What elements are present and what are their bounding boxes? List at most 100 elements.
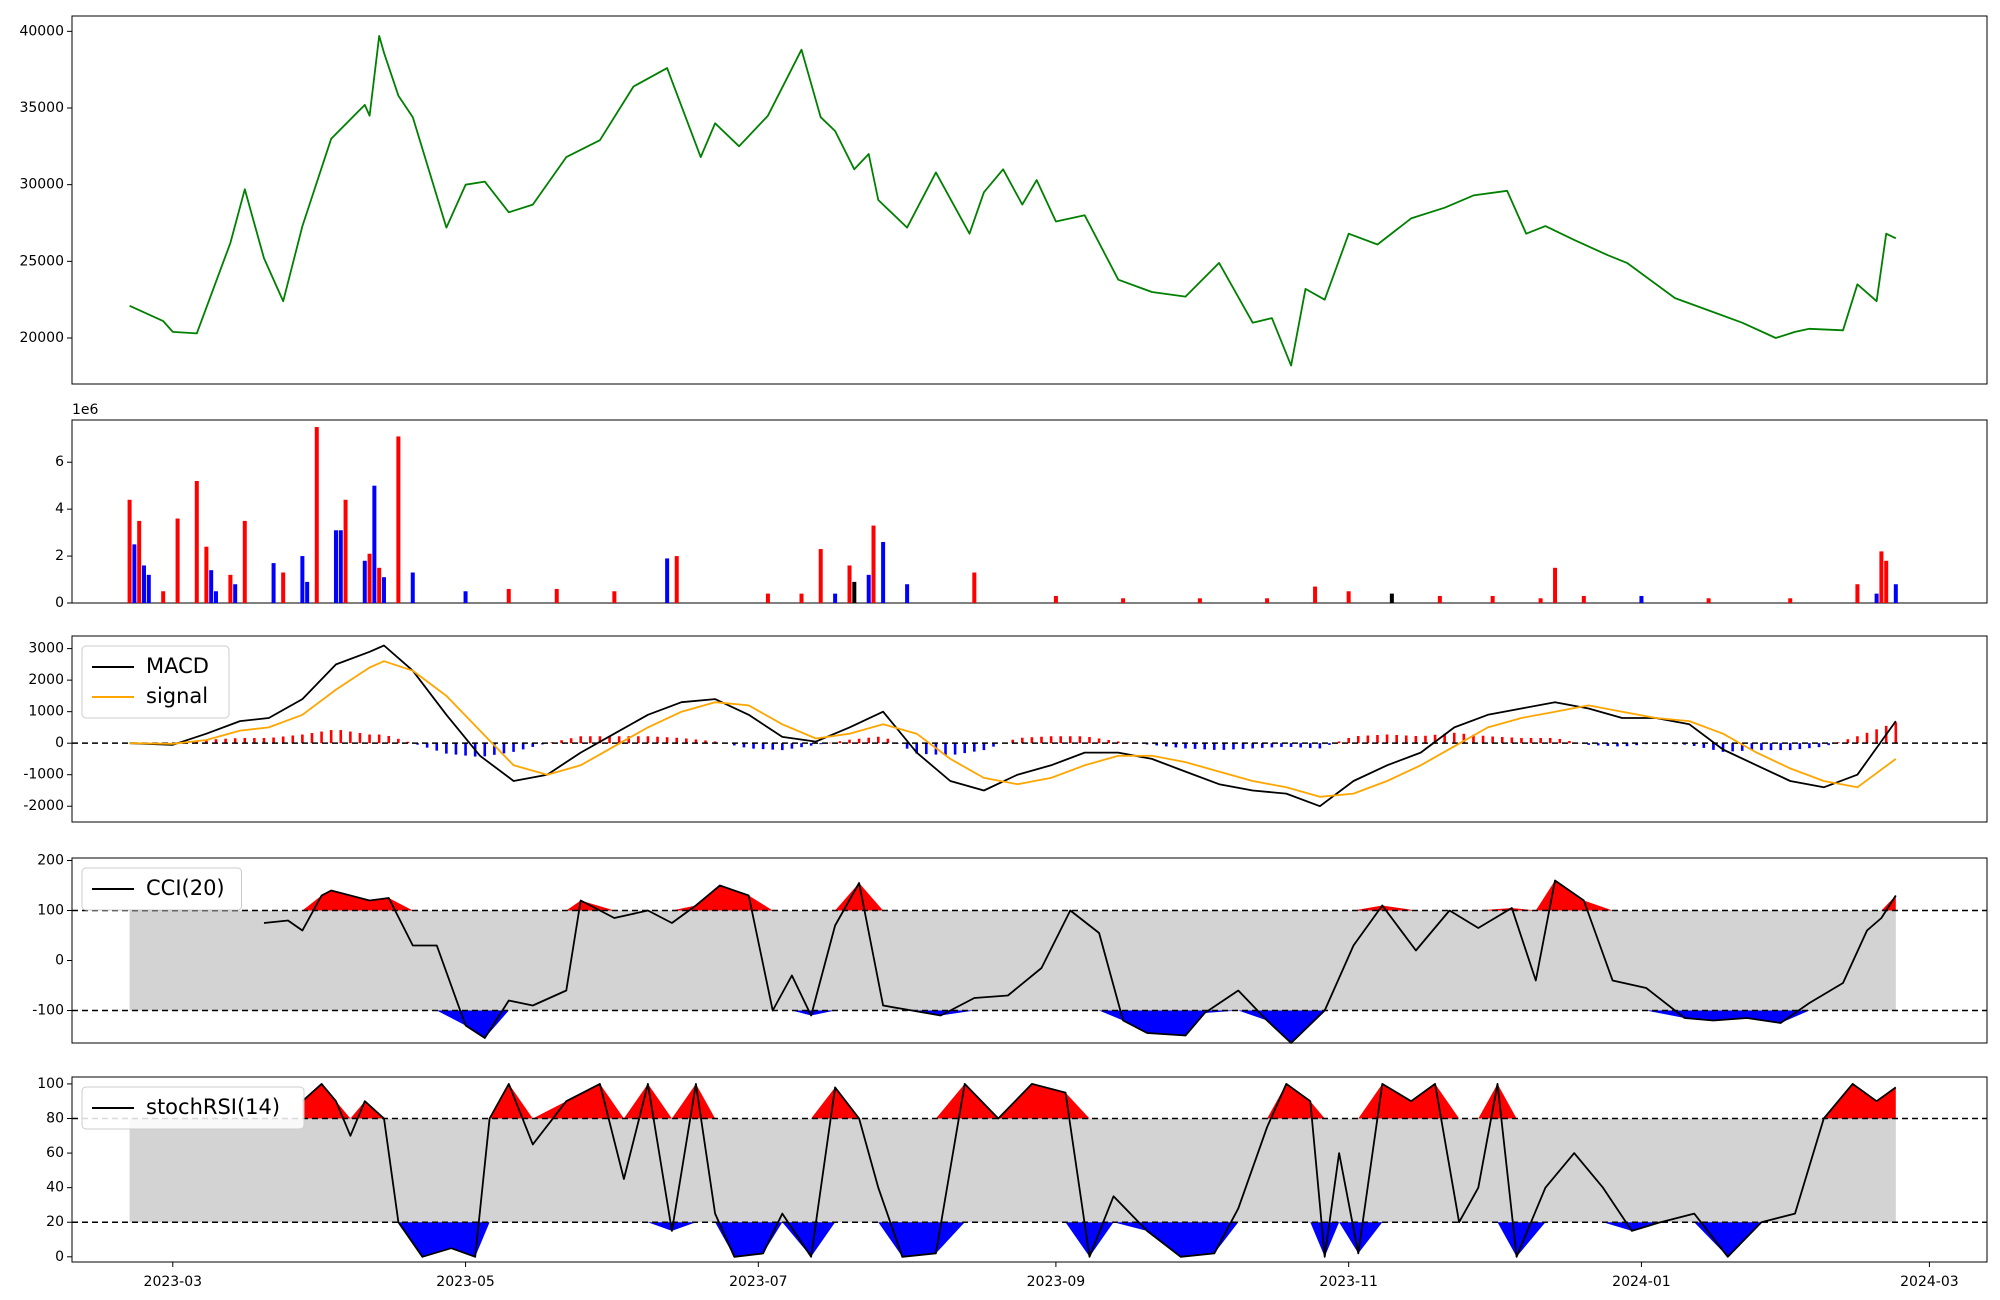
volume-bar [1121, 598, 1126, 603]
macd-histogram-bar [531, 743, 535, 747]
macd-histogram-bar [1836, 742, 1840, 744]
volume-bar [833, 593, 838, 603]
macd-histogram-bar [1740, 743, 1744, 751]
macd-histogram-bar [397, 738, 400, 744]
macd-histogram-bar [1712, 743, 1715, 750]
volume-bar [1538, 598, 1543, 603]
macd-histogram-bar [454, 743, 458, 755]
macd-histogram-bar [1635, 743, 1638, 746]
volume-bar [204, 546, 209, 603]
macd-histogram-bar [243, 737, 247, 744]
macd-histogram-bar [1702, 743, 1706, 748]
y-tick-label: 80 [46, 1110, 64, 1126]
stochrsi-panel-frame [71, 1076, 1988, 1263]
y-tick-label: 20 [46, 1214, 64, 1230]
x-tick-label: 2023-11 [1319, 1274, 1378, 1290]
macd-histogram-bar [1356, 736, 1360, 744]
macd-histogram-bar [1289, 743, 1293, 747]
macd-histogram-bar [848, 739, 851, 744]
volume-bar [362, 560, 367, 603]
y-tick-label: -1000 [23, 767, 64, 783]
legend-box [81, 645, 230, 719]
macd-histogram-bar [713, 741, 717, 744]
volume-bar [1855, 584, 1860, 603]
volume-bar [410, 572, 415, 603]
x-tick-label: 2023-05 [436, 1274, 495, 1290]
macd-histogram-bar [1088, 736, 1091, 744]
macd-histogram-bar [1481, 735, 1485, 744]
volume-bar [161, 591, 166, 603]
y-tick-label: 60 [46, 1145, 64, 1161]
macd-histogram-bar [1731, 743, 1734, 752]
macd-histogram-bar [1270, 743, 1274, 748]
stochrsi-band [129, 1118, 1896, 1223]
volume-bar [852, 581, 857, 603]
volume-bar [1639, 595, 1644, 603]
macd-histogram-bar [521, 743, 525, 750]
macd-histogram-bar [944, 743, 947, 756]
macd-histogram-bar [1798, 743, 1802, 750]
volume-bar [146, 574, 151, 603]
y-tick-label: 40 [46, 1180, 64, 1196]
volume-bar [194, 481, 199, 603]
macd-histogram-bar [1808, 743, 1811, 749]
macd-histogram-bar [1539, 737, 1542, 744]
macd-histogram-bar [675, 737, 679, 744]
y-tick-label: 0 [55, 595, 64, 611]
legend-box [81, 867, 242, 911]
macd-histogram-bar [685, 738, 688, 744]
macd-histogram-bar [512, 743, 515, 752]
macd-histogram-bar [445, 743, 448, 754]
macd-histogram-bar [1865, 732, 1869, 744]
y-tick-label: 100 [37, 1076, 64, 1092]
volume-bar [506, 588, 511, 603]
macd-histogram-bar [1500, 736, 1504, 744]
stochrsi-overbought-fill [302, 1083, 1896, 1119]
macd-histogram-bar [195, 740, 199, 744]
volume-bar [377, 567, 382, 603]
macd-histogram-bar [1395, 735, 1398, 744]
y-tick-label: -2000 [23, 798, 64, 814]
macd-histogram-bar [742, 743, 746, 748]
macd-histogram-bar [656, 736, 659, 744]
macd-histogram-bar [1030, 737, 1034, 744]
macd-line [129, 644, 1897, 808]
macd-histogram-bar [368, 734, 371, 744]
macd-histogram-bar [992, 743, 995, 747]
macd-histogram-bar [1021, 737, 1024, 744]
macd-histogram-bar [560, 740, 563, 744]
volume-bar [137, 520, 142, 603]
macd-histogram-bar [809, 743, 813, 746]
macd-histogram-bar [1856, 736, 1859, 744]
macd-histogram-bar [1155, 743, 1158, 746]
macd-histogram-bar [1366, 735, 1370, 744]
macd-histogram-bar [598, 736, 602, 744]
macd-histogram-bar [1337, 741, 1341, 744]
macd-histogram-bar [1260, 743, 1264, 748]
volume-bar [372, 485, 377, 603]
macd-histogram-bar [1568, 740, 1571, 744]
volume-bar [866, 574, 871, 603]
macd-histogram-bar [1107, 739, 1110, 744]
y-tick-label: 6 [55, 454, 64, 470]
volume-offset-label: 1e6 [72, 402, 99, 418]
volume-bar [381, 577, 386, 603]
macd-histogram-bar [339, 730, 343, 744]
price-line [129, 35, 1897, 367]
macd-histogram-bar [1433, 734, 1437, 744]
legend-label: stochRSI(14) [146, 1095, 280, 1119]
macd-histogram-bar [1049, 736, 1053, 744]
legend-label: MACD [146, 654, 209, 678]
volume-bar [905, 584, 910, 603]
volume-bar [847, 565, 852, 603]
volume-bar [1884, 560, 1889, 603]
volume-bar [367, 553, 372, 603]
macd-histogram-bar [704, 740, 707, 744]
y-tick-label: 30000 [19, 177, 64, 193]
macd-histogram-bar [694, 739, 698, 744]
macd-histogram-bar [502, 743, 506, 754]
volume-bar [674, 556, 679, 603]
y-tick-label: 200 [37, 853, 64, 869]
macd-histogram-bar [1011, 739, 1015, 744]
